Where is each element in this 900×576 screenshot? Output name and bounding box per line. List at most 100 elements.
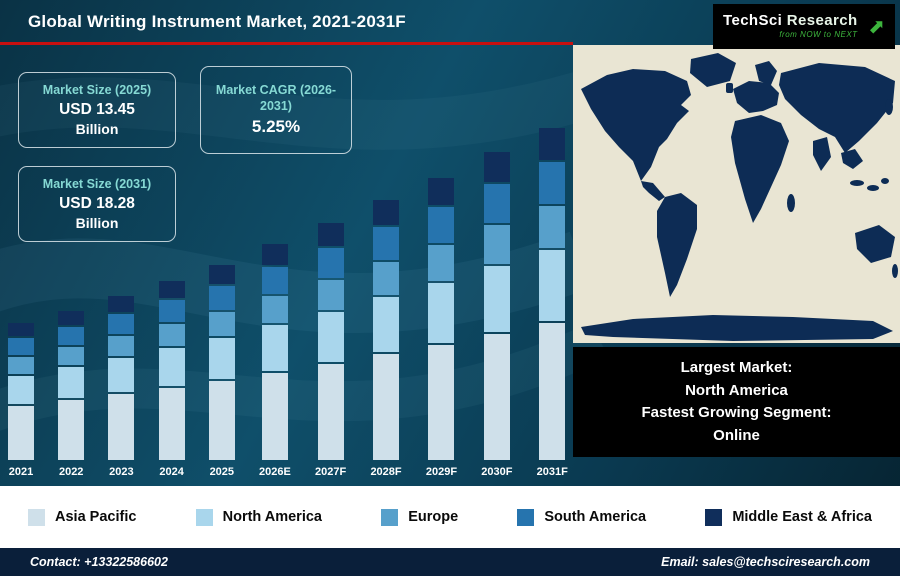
footer-email[interactable]: Email: sales@techsciresearch.com <box>661 555 870 569</box>
bar-segment <box>108 296 135 312</box>
legend-swatch <box>195 508 213 526</box>
bar-segment <box>373 227 400 260</box>
bar-segment <box>428 207 455 243</box>
bar-x-label: 2030F <box>481 466 513 478</box>
bar-x-label: 2022 <box>58 466 84 478</box>
bar-segment <box>8 376 34 404</box>
bar-x-label: 2029F <box>425 466 458 478</box>
bar-segment <box>428 245 455 281</box>
bar-column: 2025 <box>208 112 235 478</box>
map-caption: Largest Market: North America Fastest Gr… <box>573 347 900 457</box>
bar-column: 2021 <box>8 112 34 478</box>
bar-column: 2026E <box>259 112 291 478</box>
bar-segment <box>108 394 135 460</box>
footer: Contact: +13322586602 Email: sales@techs… <box>0 548 900 576</box>
caption-line: Fastest Growing Segment: <box>641 404 832 421</box>
bar-segment <box>539 250 566 321</box>
legend-swatch <box>381 508 399 526</box>
bar-stack <box>428 178 455 460</box>
bar-segment <box>373 297 400 352</box>
stat-label: Market Size (2031) <box>42 177 152 192</box>
legend-item: Asia Pacific <box>28 508 136 526</box>
stat-unit: Billion <box>75 214 119 231</box>
bar-column: 2030F <box>481 112 512 478</box>
bar-segment <box>317 248 344 278</box>
caption-line: Online <box>713 426 760 444</box>
bar-chart: 2021 2022 2023 2024 2025 2026E 2027F 2028F 2029F… <box>8 112 568 478</box>
bar-x-label: 2026E <box>259 466 291 478</box>
stat-label: Market Size (2025) <box>42 83 152 98</box>
bar-segment <box>373 200 400 225</box>
legend-item: South America <box>517 508 647 526</box>
legend-item: North America <box>195 508 322 526</box>
legend-label: Europe <box>408 509 459 525</box>
logo-arrow-icon: ⬈ <box>868 15 885 38</box>
bar-segment <box>158 388 185 460</box>
stat-unit: Billion <box>75 120 119 137</box>
bar-segment <box>8 338 34 355</box>
title-underline <box>0 42 573 45</box>
bar-x-label: 2028F <box>370 466 402 478</box>
footer-contact[interactable]: Contact: +13322586602 <box>30 555 168 569</box>
bar-column: 2024 <box>158 112 185 478</box>
legend-label: North America <box>222 509 322 525</box>
bar-segment <box>539 206 566 248</box>
legend-swatch <box>517 508 535 526</box>
stat-value: USD 18.28 <box>59 194 135 212</box>
bar-segment <box>428 345 455 460</box>
bar-x-label: 2023 <box>109 466 134 478</box>
bar-column: 2023 <box>108 112 135 478</box>
bar-segment <box>158 324 185 346</box>
bar-segment <box>158 348 185 386</box>
world-map <box>573 45 900 343</box>
bar-segment <box>158 281 185 298</box>
bar-segment <box>58 367 85 398</box>
bar-segment <box>317 223 344 246</box>
legend-swatch <box>28 508 45 526</box>
bar-stack <box>373 200 400 460</box>
bar-column: 2028F <box>370 112 402 478</box>
bar-segment <box>317 364 344 460</box>
bar-segment <box>58 311 85 325</box>
stat-label: Market CAGR (2026-2031) <box>215 83 337 113</box>
bar-column: 2031F <box>537 112 568 478</box>
bar-segment <box>483 184 510 223</box>
bar-segment <box>158 300 185 322</box>
stat-value: USD 13.45 <box>59 100 135 118</box>
chart-legend: Asia Pacific North America Europe South Ame… <box>0 486 900 548</box>
bar-stack <box>483 152 510 460</box>
bar-stack <box>317 223 344 460</box>
bar-segment <box>483 334 510 460</box>
bar-segment <box>483 152 510 182</box>
bar-segment <box>8 406 34 460</box>
bar-segment <box>483 266 510 332</box>
bar-segment <box>373 262 400 295</box>
bar-stack <box>108 296 135 460</box>
bar-segment <box>261 244 288 265</box>
logo-brand: TechSci Research <box>723 11 858 29</box>
bar-segment <box>261 325 288 371</box>
bar-segment <box>428 178 455 205</box>
legend-label: South America <box>544 509 647 525</box>
bar-x-label: 2021 <box>8 466 34 478</box>
bar-segment <box>261 296 288 323</box>
bar-stack <box>208 265 235 460</box>
bar-segment <box>539 323 566 460</box>
bar-segment <box>317 312 344 362</box>
legend-item: Middle East & Africa <box>705 508 872 526</box>
bar-segment <box>208 381 235 460</box>
bar-segment <box>8 357 34 374</box>
caption-line: North America <box>685 381 788 399</box>
bar-column: 2022 <box>58 112 85 478</box>
bar-segment <box>261 267 288 294</box>
bar-segment <box>108 358 135 392</box>
logo-tagline: from NOW to NEXT <box>779 30 858 40</box>
bar-column: 2027F <box>315 112 346 478</box>
bar-segment <box>428 283 455 343</box>
stat-market-size-2025: Market Size (2025) USD 13.45 Billion <box>18 72 176 148</box>
bar-x-label: 2024 <box>159 466 184 478</box>
bar-stack <box>8 323 34 460</box>
bar-segment <box>58 400 85 460</box>
stat-market-cagr: Market CAGR (2026-2031) 5.25% <box>200 66 352 154</box>
